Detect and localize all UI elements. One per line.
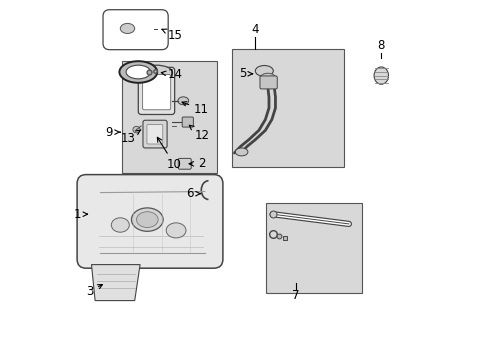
Ellipse shape <box>126 65 150 79</box>
Bar <box>122 61 217 173</box>
FancyBboxPatch shape <box>138 67 174 114</box>
FancyBboxPatch shape <box>142 75 170 110</box>
Text: 7: 7 <box>292 289 299 302</box>
Text: 12: 12 <box>189 125 209 142</box>
Ellipse shape <box>119 61 157 83</box>
Ellipse shape <box>111 218 129 232</box>
Ellipse shape <box>136 212 158 228</box>
Ellipse shape <box>131 208 163 231</box>
Ellipse shape <box>260 73 275 82</box>
Text: 2: 2 <box>189 157 205 170</box>
Text: 9: 9 <box>104 126 112 139</box>
FancyBboxPatch shape <box>146 125 163 144</box>
Ellipse shape <box>178 97 188 105</box>
FancyBboxPatch shape <box>178 158 191 169</box>
Ellipse shape <box>120 23 134 33</box>
FancyBboxPatch shape <box>142 120 167 148</box>
Ellipse shape <box>133 126 140 133</box>
Bar <box>231 49 343 167</box>
Polygon shape <box>91 265 140 301</box>
Text: 8: 8 <box>377 39 384 52</box>
Text: 1: 1 <box>73 208 87 221</box>
Text: 5: 5 <box>239 67 252 80</box>
Text: 13: 13 <box>121 130 141 145</box>
Ellipse shape <box>373 67 387 84</box>
Text: 15: 15 <box>162 29 183 42</box>
Text: 3: 3 <box>86 284 102 298</box>
FancyBboxPatch shape <box>103 10 168 50</box>
Text: 11: 11 <box>182 102 209 116</box>
Ellipse shape <box>235 148 247 156</box>
Text: 14: 14 <box>161 68 183 81</box>
FancyBboxPatch shape <box>77 175 223 268</box>
FancyBboxPatch shape <box>182 117 193 127</box>
Ellipse shape <box>140 65 172 80</box>
Ellipse shape <box>255 66 273 76</box>
Text: 6: 6 <box>186 187 200 200</box>
FancyBboxPatch shape <box>199 179 218 201</box>
Bar <box>265 203 361 293</box>
Ellipse shape <box>166 223 185 238</box>
Text: 10: 10 <box>157 137 182 171</box>
Text: 4: 4 <box>251 23 259 36</box>
FancyBboxPatch shape <box>260 76 277 89</box>
